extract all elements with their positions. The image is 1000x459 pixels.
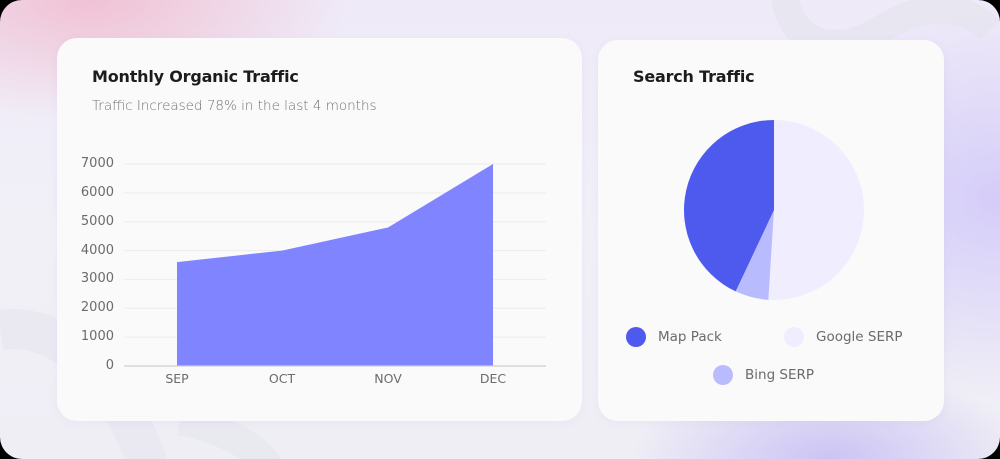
google-serp-dot-icon	[784, 327, 804, 347]
x-tick: SEP	[165, 371, 189, 386]
map-pack-slice[interactable]	[684, 120, 774, 292]
x-tick: NOV	[374, 371, 402, 386]
x-tick: OCT	[268, 371, 296, 386]
legend-item-bing-serp[interactable]: Bing SERP	[713, 365, 814, 385]
y-tick: 5000	[80, 214, 114, 229]
traffic-card-subtitle: Traffic Increased 78% in the last 4 mont…	[92, 98, 377, 114]
legend-label: Google SERP	[816, 329, 903, 345]
traffic-area	[177, 164, 493, 366]
y-tick: 3000	[80, 271, 114, 286]
legend-label: Bing SERP	[745, 367, 815, 383]
pie-chart	[684, 120, 864, 300]
y-tick: 4000	[80, 243, 114, 258]
x-tick: DEC	[479, 371, 507, 386]
legend-item-map-pack[interactable]: Map Pack	[626, 327, 722, 347]
monthly-organic-traffic-card: Monthly Organic Traffic Traffic Increase…	[57, 38, 582, 421]
bing-serp-slice[interactable]	[735, 210, 774, 300]
y-tick: 7000	[80, 156, 114, 171]
area-chart-plot	[124, 163, 546, 367]
legend-item-google-serp[interactable]: Google SERP	[784, 327, 903, 347]
map-pack-dot-icon	[626, 327, 646, 347]
search-card-title: Search Traffic	[633, 67, 755, 86]
y-tick: 1000	[80, 329, 114, 344]
legend-label: Map Pack	[658, 329, 722, 345]
y-tick: 2000	[80, 300, 114, 315]
search-traffic-card: Search Traffic Map Pack Google SERP Bing…	[598, 40, 944, 421]
bing-serp-dot-icon	[713, 365, 733, 385]
traffic-card-title: Monthly Organic Traffic	[92, 67, 299, 86]
y-tick: 0	[105, 358, 114, 373]
y-tick: 6000	[80, 185, 114, 200]
google-serp-slice[interactable]	[768, 120, 864, 300]
